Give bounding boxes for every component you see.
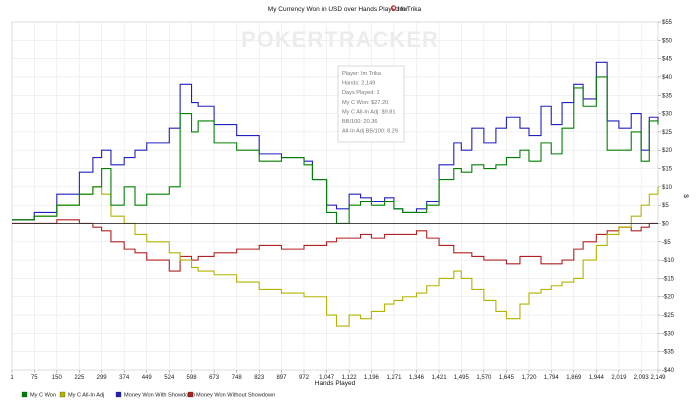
x-tick-label: 1,346	[409, 375, 425, 381]
plot-area	[11, 21, 659, 371]
y-tick-label: -$25	[662, 313, 675, 319]
stat-line: BB/100: 20.36	[342, 119, 377, 125]
x-tick-label: 598	[187, 375, 198, 381]
x-tick-label: 524	[164, 375, 175, 381]
y-tick-label: -$15	[662, 276, 675, 282]
x-tick-label: 1,869	[566, 375, 582, 381]
x-tick-label: 225	[74, 375, 85, 381]
x-tick-label: 673	[209, 375, 220, 381]
x-tick-label: 1,047	[319, 375, 335, 381]
x-tick-label: 374	[119, 375, 130, 381]
series-lines	[12, 61, 659, 327]
x-tick-label: 823	[254, 375, 265, 381]
x-tick-label: 1,645	[499, 375, 515, 381]
player-name: Im Trika	[398, 6, 421, 13]
x-tick-label: 897	[276, 375, 287, 381]
legend-entry: Money Won With Showdown	[124, 393, 195, 399]
y-tick-label: $20	[662, 148, 673, 154]
y-axis-label: $	[682, 194, 689, 198]
y-tick-label: $55	[662, 20, 673, 26]
legend-swatch	[21, 391, 28, 398]
chart-title: My Currency Won in USD over Hands Played…	[268, 6, 409, 13]
y-tick-label: -$30	[662, 331, 675, 337]
y-tick-label: $5	[662, 203, 669, 209]
legend-swatch	[187, 391, 194, 398]
y-tick-label: $30	[662, 112, 673, 118]
y-tick-label: $10	[662, 185, 673, 191]
stat-line: Hands: 2,149	[342, 81, 375, 87]
x-tick-label: 972	[299, 375, 310, 381]
series-line-1	[12, 186, 659, 327]
x-tick-label: 1,570	[476, 375, 492, 381]
x-tick-label: 1,495	[454, 375, 470, 381]
watermark: POKERTRACKER	[241, 27, 439, 52]
x-tick-label: 748	[232, 375, 243, 381]
x-tick-label: 449	[142, 375, 153, 381]
x-tick-label: 1,421	[432, 375, 448, 381]
x-axis-ticks: 1 75 150 225 299 374 449 524 598 673 748 823 897 972 1…	[10, 370, 666, 381]
legend-entry: My C All-In Adj	[68, 393, 104, 399]
y-tick-label: $40	[662, 75, 673, 81]
y-tick-label: -$35	[662, 350, 675, 356]
y-tick-label: -$20	[662, 295, 675, 301]
player-flag-icon	[390, 5, 397, 11]
x-tick-label: 2,093	[634, 375, 650, 381]
stat-line: Days Played: 1	[342, 90, 380, 96]
legend-swatch	[115, 391, 122, 398]
x-tick-label: 1	[10, 375, 14, 381]
y-tick-label: $50	[662, 38, 673, 44]
legend-entry: Money Won Without Showdown	[196, 393, 275, 399]
x-axis-label: Hands Played	[315, 380, 356, 387]
stats-box: Player: Im Trika Hands: 2,149 Days Played:…	[337, 65, 405, 143]
y-tick-label: $25	[662, 130, 673, 136]
y-tick-label: $35	[662, 93, 673, 99]
x-tick-label: 1,720	[521, 375, 537, 381]
series-line-0	[12, 76, 659, 225]
series-line-3	[12, 219, 658, 272]
legend-swatch	[59, 391, 66, 398]
stat-line: My C Won: $27.20	[342, 100, 388, 106]
x-tick-label: 75	[31, 375, 38, 381]
y-tick-label: -$5	[662, 240, 671, 246]
x-tick-label: 299	[97, 375, 108, 381]
stat-line: All-In Adj BB/100: 8.29	[342, 129, 398, 135]
y-axis-ticks: $55 $50 $45 $40 $35 $30 $25 $20 $15 $10 $5 $0 -$5 -$1…	[658, 20, 675, 374]
x-tick-label: 150	[52, 375, 63, 381]
x-tick-label: 2,149	[650, 375, 666, 381]
y-tick-label: -$40	[662, 368, 675, 374]
y-tick-label: -$10	[662, 258, 675, 264]
stat-line: Player: Im Trika	[342, 71, 382, 77]
x-tick-label: 1,271	[386, 375, 402, 381]
stat-line: My C All-In Adj: $9.81	[342, 109, 395, 115]
x-tick-label: 1,122	[342, 375, 358, 381]
x-tick-label: 2,019	[611, 375, 627, 381]
y-tick-label: $0	[662, 221, 669, 227]
y-tick-label: $45	[662, 57, 673, 63]
y-tick-label: $15	[662, 167, 673, 173]
x-tick-label: 1,794	[544, 375, 560, 381]
legend-entry: My C Won	[30, 393, 56, 399]
x-tick-label: 1,196	[364, 375, 380, 381]
legend: My C Won My C All-In Adj Money Won With Sh…	[21, 391, 275, 399]
x-tick-label: 1,944	[589, 375, 605, 381]
